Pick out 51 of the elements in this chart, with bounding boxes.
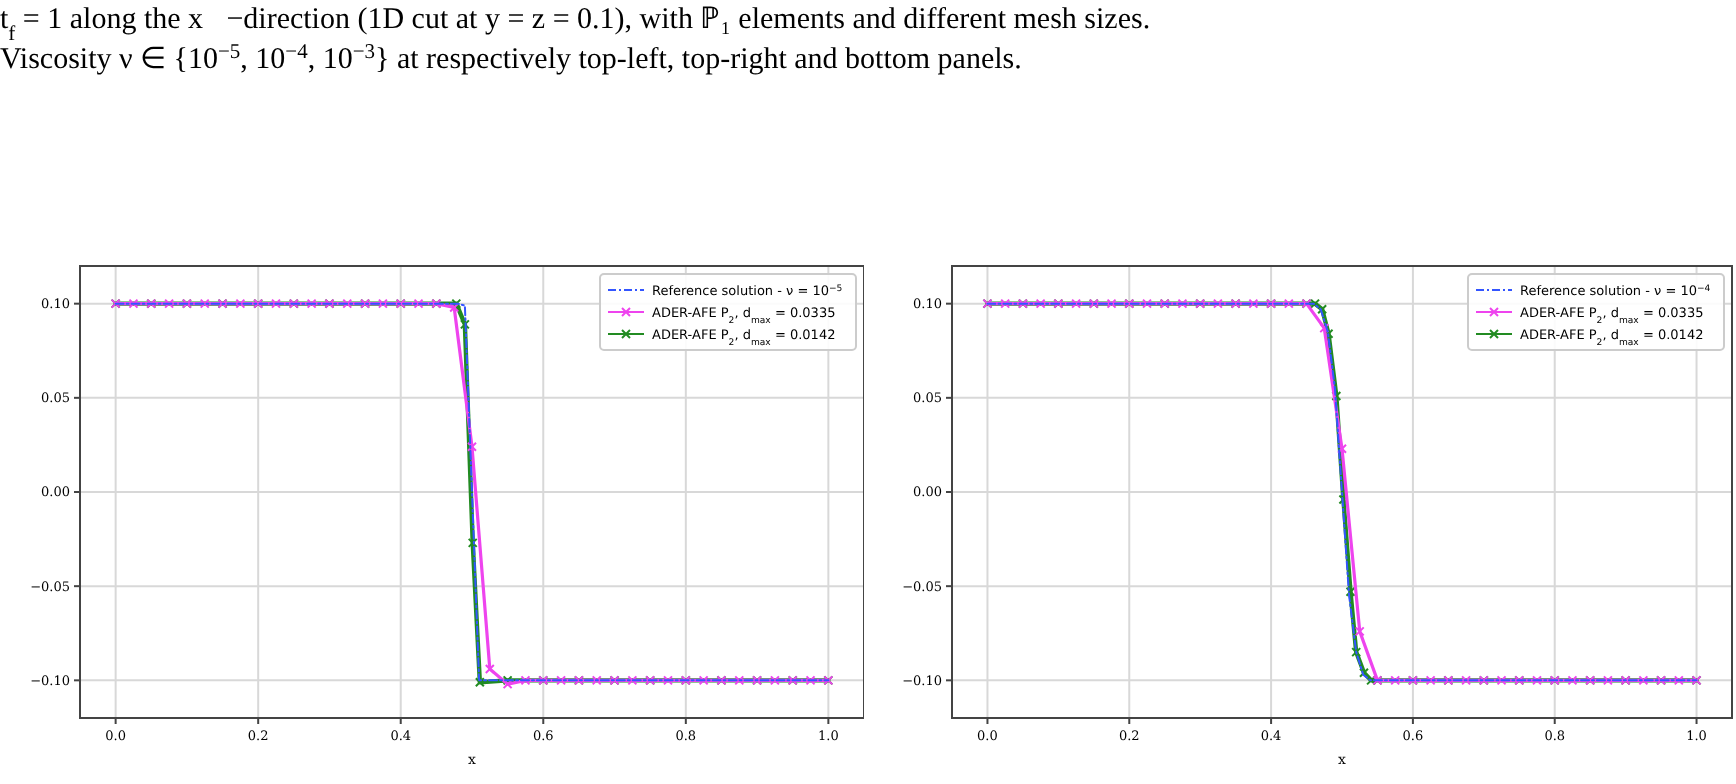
- point: [1035, 298, 1046, 309]
- point: [805, 675, 816, 686]
- point: [1390, 675, 1401, 686]
- point: [663, 675, 673, 686]
- point: [769, 675, 780, 686]
- point: [1345, 586, 1356, 597]
- point: [413, 298, 424, 309]
- point: [1317, 304, 1328, 315]
- point: [1602, 675, 1613, 686]
- point: [1177, 298, 1188, 309]
- point: [474, 677, 485, 688]
- point: [1212, 298, 1223, 309]
- point: [377, 298, 388, 309]
- point: [1354, 626, 1365, 637]
- point: [1638, 675, 1649, 686]
- point: [556, 675, 567, 686]
- point: [1142, 298, 1152, 309]
- point: [342, 298, 353, 309]
- point: [1366, 675, 1377, 686]
- text: Viscosity ν ∈ {10$^{−5}$, 10$^{−4}$, 10$^{−3}$} at respectively top-left, top-right and bottom panels.: [0, 41, 1022, 76]
- point: [1106, 298, 1117, 309]
- point: [1000, 298, 1011, 309]
- point: [1461, 675, 1472, 686]
- point: [1532, 675, 1542, 686]
- point: [1071, 298, 1082, 309]
- text: t$_{f}$ = 1 along the x⃗−direction (1D cut at y = z = 0.1), with ℙ₁ elements and different mesh sizes.: [0, 4, 1151, 45]
- point: [1319, 323, 1330, 334]
- point: [164, 298, 175, 309]
- point: [467, 441, 477, 452]
- point: [734, 675, 745, 686]
- point: [271, 298, 281, 309]
- point: [627, 675, 638, 686]
- point: [306, 298, 317, 309]
- point: [1283, 298, 1294, 309]
- point: [1496, 675, 1507, 686]
- point: [235, 298, 246, 309]
- point: [1567, 675, 1578, 686]
- point: [199, 298, 210, 309]
- point: [1673, 675, 1684, 686]
- point: [1425, 675, 1436, 686]
- point: [1248, 298, 1259, 309]
- point: [128, 298, 139, 309]
- point: [698, 675, 709, 686]
- point: [1351, 647, 1362, 658]
- point: [520, 675, 531, 686]
- point: [459, 319, 470, 330]
- point: [1358, 667, 1369, 678]
- point: [484, 664, 495, 675]
- point: [1337, 443, 1347, 454]
- point: [591, 675, 602, 686]
- point: [467, 537, 478, 548]
